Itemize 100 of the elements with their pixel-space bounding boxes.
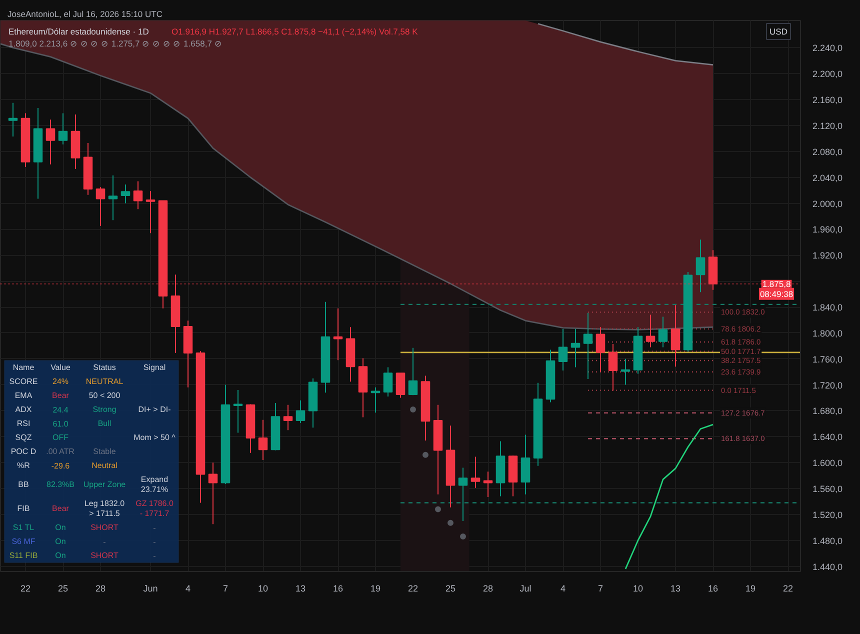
x-tick-label: 16	[332, 584, 344, 594]
y-tick-label: 1.800,0	[812, 328, 843, 338]
x-tick-label: 22	[408, 584, 418, 594]
candlestick	[208, 462, 218, 525]
annotation: Leg 1832.0 > 1711.5	[84, 499, 126, 518]
annotation: 24%	[52, 377, 69, 386]
candlestick	[96, 186, 106, 226]
x-tick-label: 16	[708, 584, 718, 594]
y-tick-label: 1.760,0	[812, 354, 843, 364]
x-tick-label: 7	[222, 584, 228, 594]
y-tick-label: 1.720,0	[812, 380, 843, 390]
y-tick-label: 2.040,0	[812, 172, 843, 183]
y-axis-title: USD	[770, 26, 788, 36]
annotation: ADX	[15, 405, 32, 414]
y-tick-label: 1.680,0	[812, 406, 843, 416]
candlestick	[58, 112, 68, 145]
annotation: %R	[17, 461, 30, 470]
annotation: Status	[93, 363, 116, 372]
annotation: -29.6	[51, 462, 70, 470]
annotation: Bull	[98, 419, 112, 428]
annotation: -	[153, 524, 156, 532]
point	[422, 452, 428, 458]
candlestick	[133, 180, 143, 210]
y-tick-label: 1.640,0	[812, 432, 843, 442]
annotation: 24.4	[52, 406, 69, 414]
annotation: OFF	[52, 433, 69, 442]
x-tick-label: 7	[598, 584, 604, 594]
annotation: SHORT	[90, 551, 119, 560]
candlestick	[408, 347, 418, 396]
annotation: -	[153, 552, 156, 560]
annotation: RSI	[16, 419, 30, 428]
x-tick-label: 4	[185, 584, 191, 594]
annotation: S1 TL	[12, 523, 35, 532]
point	[435, 506, 441, 512]
annotation: .00 ATR	[46, 447, 75, 456]
line-series	[537, 23, 714, 66]
annotation: GZ 1786.0 - 1771.7	[136, 499, 174, 518]
candlestick	[646, 314, 656, 348]
candlestick	[283, 404, 293, 431]
y-tick-label: 1.520,0	[812, 510, 843, 520]
annotation: Upper Zone	[83, 480, 126, 489]
candlestick	[596, 326, 606, 372]
candlestick	[483, 471, 493, 498]
annotation: SCORE	[9, 377, 38, 386]
annotation: -	[153, 538, 156, 546]
candlestick	[108, 174, 118, 221]
x-tick-label: 25	[445, 584, 456, 594]
candlestick	[670, 304, 680, 368]
annotation: NEUTRAL	[86, 377, 124, 386]
annotation: EMA	[14, 391, 33, 400]
annotation: Stable	[93, 447, 116, 456]
y-tick-label: 2.120,0	[812, 121, 843, 132]
annotation: Bear	[52, 391, 70, 400]
annotation: On	[55, 537, 66, 546]
annotation: Neutral	[92, 461, 118, 470]
y-tick-label: 1.960,0	[812, 224, 843, 235]
candlestick	[396, 372, 406, 398]
candlestick	[570, 328, 580, 368]
candlestick	[658, 316, 668, 348]
text: Ethereum/Dólar estadounidense · 1D	[8, 26, 149, 36]
point	[410, 406, 416, 412]
annotation: Signal	[143, 363, 166, 372]
text: O1.916,9 H1.927,7 L1.866,5 C1.875,8 −41,1 (−2,14%) Vol.7,58 K	[172, 26, 418, 36]
candlestick	[583, 312, 593, 380]
x-tick-label: 19	[370, 584, 381, 594]
annotation: On	[55, 523, 66, 532]
candlestick	[696, 239, 706, 293]
annotation: S11 FIB	[9, 551, 38, 560]
x-tick-label: 10	[258, 584, 268, 594]
x-tick-label: 28	[95, 584, 106, 594]
y-tick-label: 1.600,0	[812, 458, 843, 468]
annotation: SQZ	[15, 433, 32, 442]
x-tick-label: 25	[58, 584, 68, 594]
annotation: On	[55, 551, 66, 560]
y-tick-label: 2.000,0	[812, 198, 843, 209]
annotation: S6 MF	[12, 537, 36, 546]
x-tick-label: 13	[670, 584, 681, 594]
annotation: Value	[50, 363, 71, 372]
annotation: DI+ > DI-	[138, 405, 172, 414]
candlestick	[146, 190, 156, 234]
y-tick-label: 2.160,0	[812, 95, 843, 106]
x-tick-label: 28	[482, 584, 494, 594]
x-tick-label: 4	[560, 584, 566, 594]
candlestick	[46, 119, 56, 165]
annotation: FIB	[17, 504, 30, 513]
line-series	[624, 424, 714, 570]
candlestick	[333, 308, 343, 361]
annotation: Expand 23.71%	[140, 475, 168, 494]
y-tick-label: 1.440,0	[812, 562, 843, 572]
y-tick-label: 1.560,0	[812, 484, 843, 494]
candlestick	[470, 456, 480, 488]
x-tick-label: 19	[745, 584, 756, 594]
point	[460, 534, 466, 540]
x-tick-label: 22	[782, 584, 794, 594]
annotation: POC D	[10, 447, 36, 456]
candlestick	[383, 366, 393, 397]
annotation: BB	[18, 480, 29, 489]
x-tick-label: Jun	[143, 584, 158, 594]
annotation: 82.3%B	[46, 480, 75, 489]
y-tick-label: 1.840,0	[812, 302, 843, 313]
